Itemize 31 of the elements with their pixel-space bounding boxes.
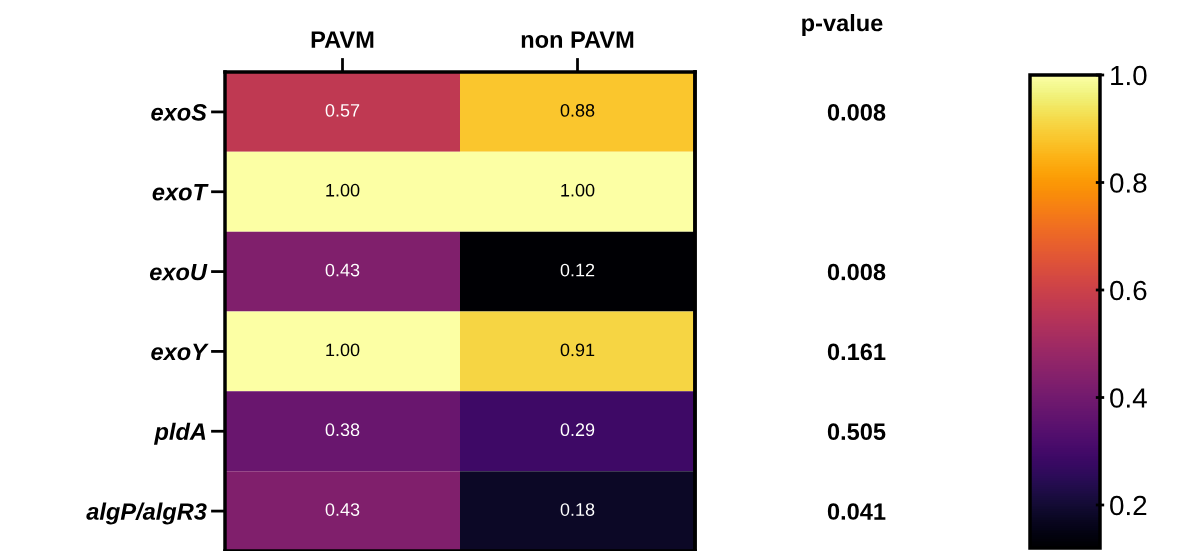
data-label: 0.43 (325, 263, 360, 277)
y-tick-label: algP/algR3 (86, 502, 207, 525)
y2-tick-label: 0.161 (827, 343, 886, 361)
data-label: 0.29 (560, 423, 595, 437)
data-label: 0.57 (325, 103, 360, 117)
color-bar-label: 0.2 (1110, 495, 1147, 516)
x-tick-label: PAVM (311, 31, 374, 48)
data-label: 0.12 (560, 263, 595, 277)
data-label: 0.18 (560, 503, 595, 516)
y-tick-label: exoY (151, 343, 209, 361)
y-tick-label: exoS (151, 103, 207, 121)
y-tick-label: exoU (149, 263, 208, 281)
data-label: 1.00 (326, 183, 360, 197)
y2-tick-label: 0.008 (827, 263, 886, 281)
color-bar-label: 0.6 (1110, 280, 1147, 301)
y2-tick-label: 0.505 (827, 423, 886, 441)
data-label: 1.00 (561, 183, 595, 197)
y2-tick-label: 0.008 (827, 103, 886, 121)
data-label: 0.38 (325, 423, 360, 437)
y-tick-label: exoT (152, 184, 209, 201)
data-label: 0.88 (560, 103, 595, 117)
color-bar-label: 1.0 (1111, 65, 1147, 86)
color-bar-label: 0.8 (1110, 173, 1147, 193)
data-label: 0.91 (560, 343, 595, 357)
x-tick-label: non PAVM (521, 31, 634, 48)
data-label: 0.43 (325, 503, 360, 516)
color-bar-label: 0.4 (1110, 388, 1147, 408)
y2-axis-title: p-value (802, 14, 883, 36)
data-label: 1.00 (326, 343, 360, 357)
y2-tick-label: 0.041 (827, 503, 886, 520)
y-tick-label: pldA (153, 422, 206, 445)
